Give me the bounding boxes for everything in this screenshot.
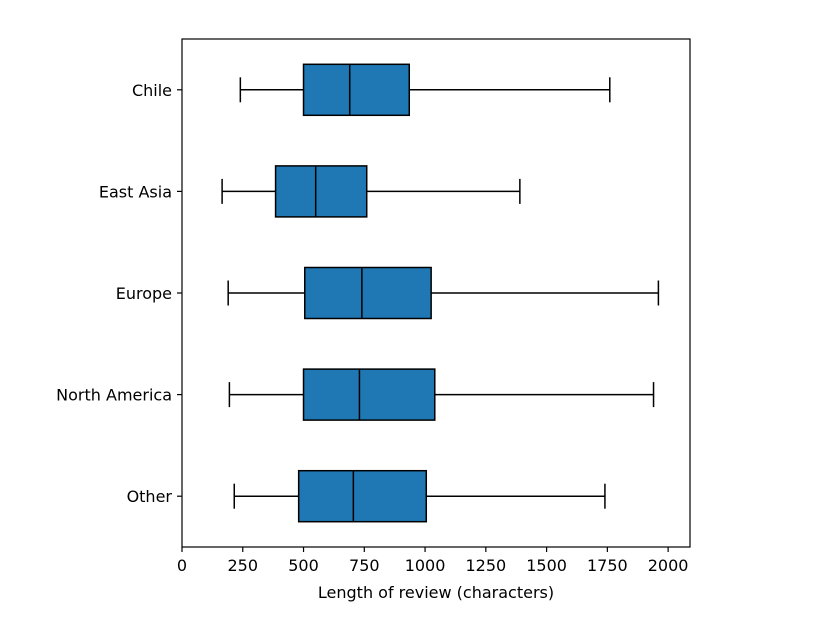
box-chile [239, 63, 611, 117]
x-tick-label: 1000 [405, 556, 446, 575]
x-tick-label: 1750 [587, 556, 628, 575]
x-tick-label: 750 [349, 556, 380, 575]
y-tick-label: Chile [132, 81, 172, 100]
x-axis-label: Length of review (characters) [318, 583, 554, 602]
x-axis: 0 250 500 750 1000 1250 1500 1750 2000 [177, 547, 689, 575]
y-tick-label: Europe [116, 284, 172, 303]
x-tick-label: 250 [227, 556, 258, 575]
box-europe [227, 266, 660, 320]
y-tick-label: East Asia [99, 182, 172, 201]
box-east-asia [221, 165, 521, 218]
box-north-america [228, 368, 655, 421]
iqr-box [303, 266, 432, 320]
y-tick-label: Other [127, 487, 173, 506]
x-tick-label: 1500 [526, 556, 567, 575]
iqr-box [302, 63, 411, 117]
box-other [233, 469, 606, 523]
y-axis: Chile East Asia Europe North America Other [56, 81, 182, 506]
x-tick-label: 0 [177, 556, 187, 575]
x-tick-label: 500 [288, 556, 319, 575]
iqr-box [297, 469, 428, 523]
iqr-box [274, 165, 368, 218]
x-tick-label: 1250 [465, 556, 506, 575]
x-tick-label: 2000 [648, 556, 689, 575]
iqr-box [302, 368, 436, 421]
y-tick-label: North America [56, 386, 172, 405]
boxes-layer [221, 63, 660, 523]
